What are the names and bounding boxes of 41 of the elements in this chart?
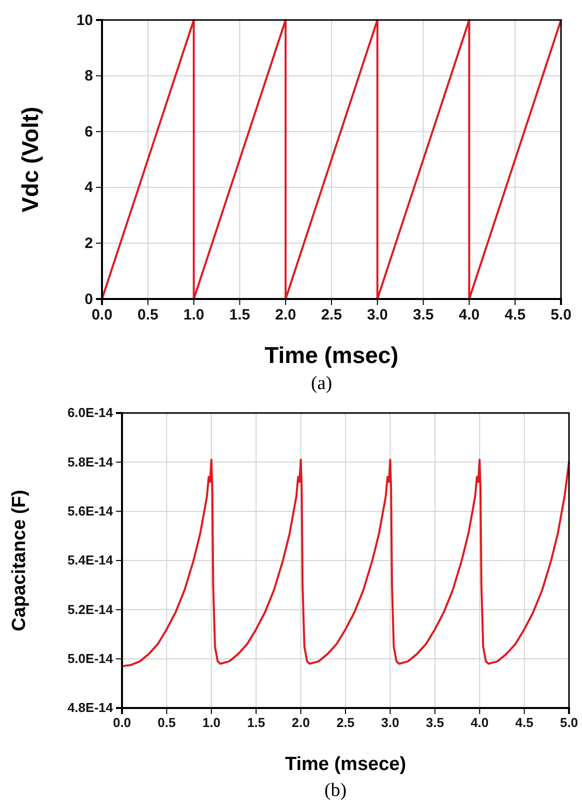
y-tick-label: 6.0E-14 bbox=[67, 405, 114, 420]
y-tick-label: 4 bbox=[84, 179, 94, 196]
y-tick-label: 5.4E-14 bbox=[67, 552, 114, 568]
y-tick-label: 5.0E-14 bbox=[67, 650, 114, 666]
x-tick-label: 2.5 bbox=[336, 715, 355, 730]
y-tick-label: 5.2E-14 bbox=[67, 602, 114, 617]
y-tick-label: 0 bbox=[84, 290, 93, 308]
x-tick-label: 3.5 bbox=[426, 715, 444, 730]
x-tick-label: 1.0 bbox=[183, 306, 204, 324]
y-tick-label: 6 bbox=[84, 123, 93, 140]
y-tick-label: 4.8E-14 bbox=[67, 700, 114, 716]
x-axis-title: Time (msece) bbox=[284, 754, 406, 775]
text: (a) bbox=[310, 373, 332, 394]
x-tick-label: 3.5 bbox=[412, 306, 434, 324]
x-tick-label: 5.0 bbox=[560, 715, 578, 730]
x-tick-label: 2.0 bbox=[275, 306, 296, 324]
y-tick-label: 5.6E-14 bbox=[67, 503, 114, 518]
y-tick-label: 5.8E-14 bbox=[67, 454, 114, 470]
x-tick-label: 3.0 bbox=[366, 306, 388, 324]
x-tick-label: 5.0 bbox=[550, 306, 572, 324]
x-axis-title: Time (msec) bbox=[264, 342, 398, 368]
y-tick-label: 8 bbox=[84, 68, 93, 85]
text: (b) bbox=[324, 780, 347, 801]
y-tick-label: 2 bbox=[84, 235, 93, 252]
x-tick-label: 0.5 bbox=[158, 715, 176, 730]
x-tick-label: 1.0 bbox=[202, 715, 220, 730]
y-axis-title: Vdc (Volt) bbox=[17, 106, 43, 212]
x-tick-label: 2.0 bbox=[292, 715, 310, 730]
x-tick-label: 4.5 bbox=[504, 306, 526, 324]
x-tick-label: 3.0 bbox=[381, 715, 400, 730]
x-tick-label: 2.5 bbox=[321, 306, 342, 324]
x-tick-label: 0.5 bbox=[137, 306, 158, 324]
x-tick-label: 0.0 bbox=[112, 715, 132, 730]
x-tick-label: 4.0 bbox=[458, 306, 480, 324]
x-tick-label: 1.5 bbox=[247, 715, 266, 730]
x-tick-label: 1.5 bbox=[229, 306, 250, 324]
x-tick-label: 4.5 bbox=[515, 715, 534, 730]
x-tick-label: 4.0 bbox=[470, 715, 489, 730]
x-tick-label: 0.0 bbox=[92, 306, 112, 324]
y-tick-label: 10 bbox=[76, 12, 93, 29]
y-axis-title: Capacitance (F) bbox=[9, 490, 30, 632]
